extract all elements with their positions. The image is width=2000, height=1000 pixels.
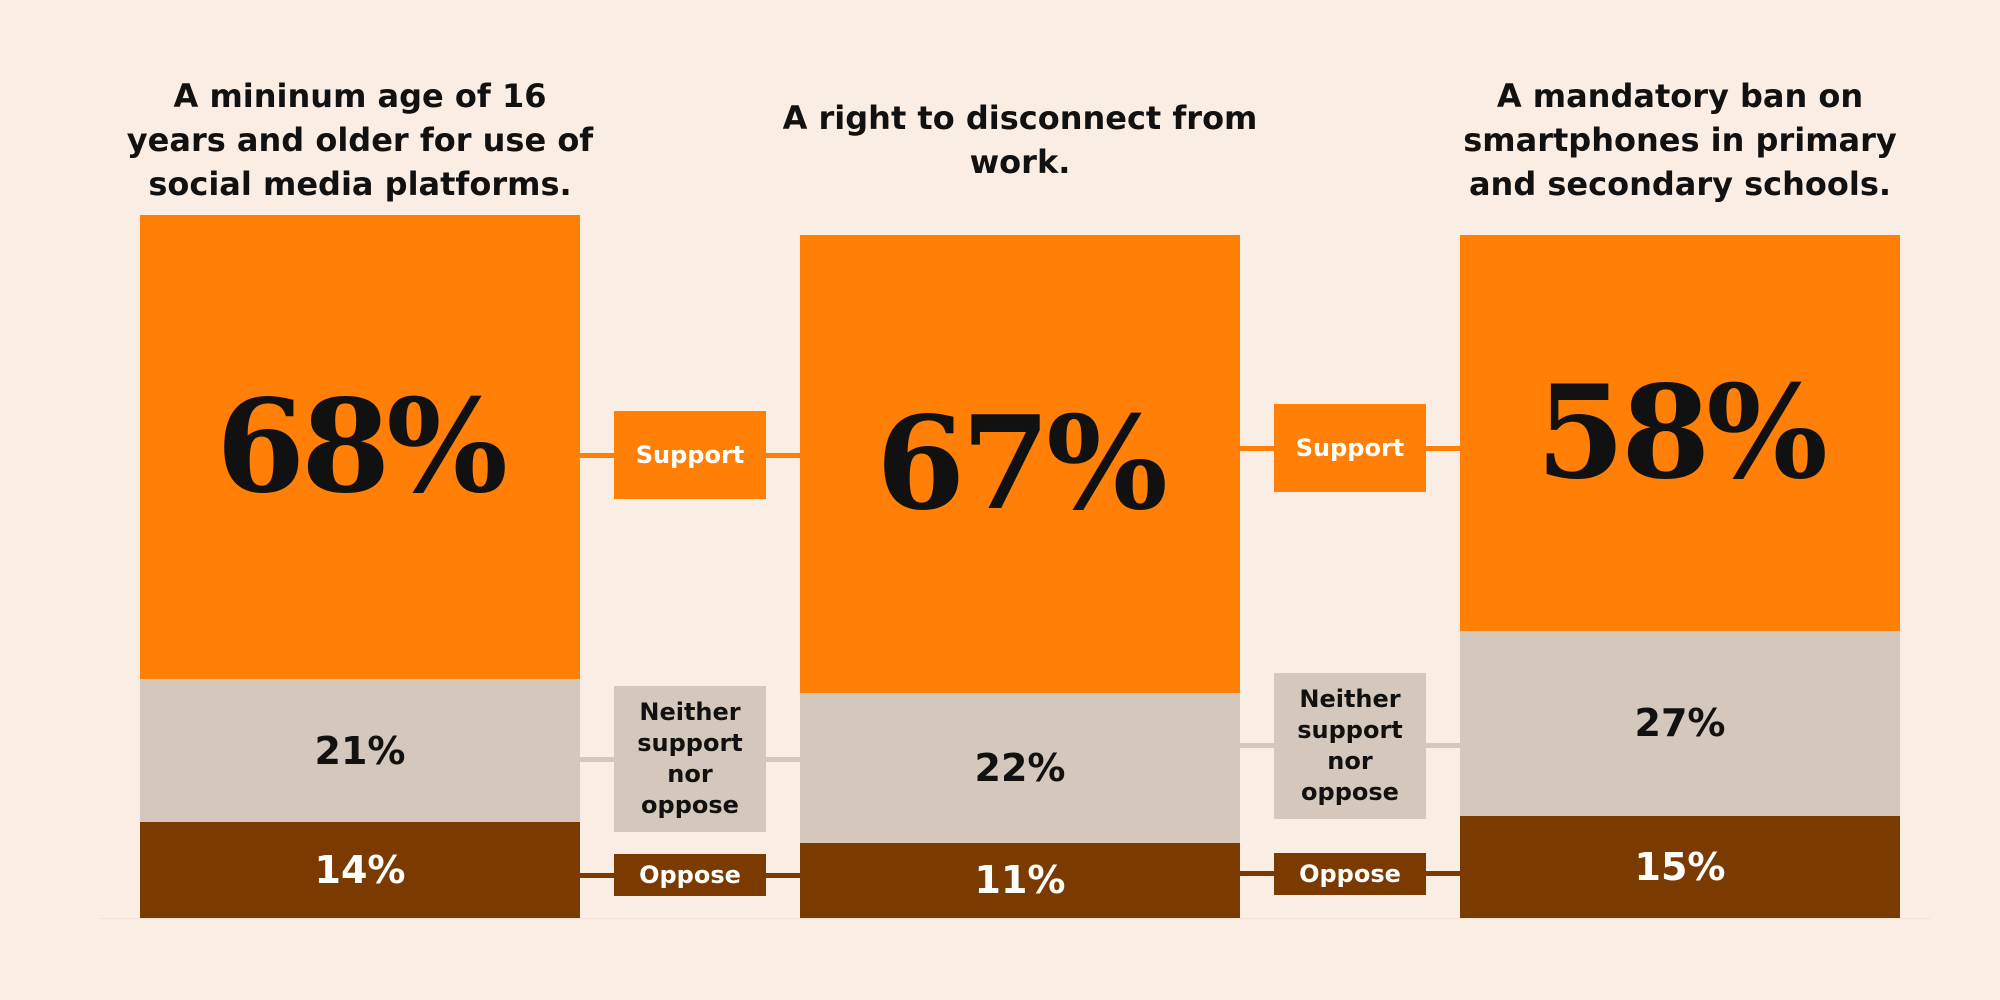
bar-2-support-label: 67% xyxy=(876,388,1168,539)
bar-title-3: A mandatory ban on smartphones in primar… xyxy=(1463,77,1897,203)
bar-2-support-segment: 67% xyxy=(800,235,1240,693)
legend-oppose-text: Oppose xyxy=(1299,859,1401,888)
bar-1-neither-segment: 21% xyxy=(140,678,580,823)
legend-neither-2: Neither support nor oppose xyxy=(1274,672,1426,819)
bar-2-neither-segment: 22% xyxy=(800,692,1240,843)
bar-1-support-segment: 68% xyxy=(140,214,580,679)
legend-support-2: Support xyxy=(1274,404,1426,493)
bar-2-oppose-label: 11% xyxy=(974,858,1066,903)
legend-support-text: Support xyxy=(635,441,745,470)
bar-3-neither-label: 27% xyxy=(1634,701,1726,746)
bar-1-neither-label: 21% xyxy=(314,728,406,773)
bar-3-oppose-segment: 15% xyxy=(1460,815,1900,918)
bar-3-oppose-label: 15% xyxy=(1634,844,1726,889)
bar-3-support-label: 58% xyxy=(1536,358,1828,509)
baseline xyxy=(100,918,1930,919)
legend-neither-text: Neither support nor oppose xyxy=(637,698,743,820)
legend-oppose-2: Oppose xyxy=(1274,852,1426,895)
bar-title-2: A right to disconnect from work. xyxy=(782,99,1258,181)
legend-support-1: Support xyxy=(614,411,766,500)
bar-2-neither-label: 22% xyxy=(974,745,1066,790)
bar-3-support-segment: 58% xyxy=(1460,235,1900,632)
bar-3-neither-segment: 27% xyxy=(1460,631,1900,816)
bar-1-oppose-label: 14% xyxy=(314,848,406,893)
legend-oppose-text: Oppose xyxy=(639,861,741,890)
bar-title-1: A mininum age of 16 years and older for … xyxy=(126,77,594,203)
legend-neither-1: Neither support nor oppose xyxy=(614,686,766,833)
legend-oppose-1: Oppose xyxy=(614,854,766,897)
bar-1-support-label: 68% xyxy=(216,371,508,522)
bar-1-oppose-segment: 14% xyxy=(140,822,580,918)
legend-support-text: Support xyxy=(1295,434,1405,463)
legend-neither-text: Neither support nor oppose xyxy=(1297,684,1403,806)
bar-2-oppose-segment: 11% xyxy=(800,842,1240,918)
